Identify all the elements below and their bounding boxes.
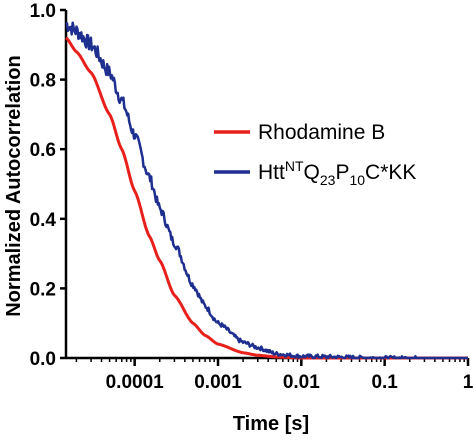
x-tick-label: 1 (463, 372, 474, 393)
y-tick-label: 0.2 (30, 279, 56, 300)
y-tick-label: 0.4 (30, 210, 57, 231)
legend-label: Rhodamine B (258, 121, 385, 144)
x-tick-label: 0.0001 (106, 372, 165, 393)
x-tick-label: 0.01 (283, 372, 320, 393)
y-tick-label: 0.8 (30, 71, 56, 92)
series-line-htt (65, 21, 469, 360)
legend-label: HttNTQ23P10C*KK (258, 158, 416, 188)
x-axis-title: Time [s] (233, 413, 309, 435)
legend: Rhodamine B HttNTQ23P10C*KK (214, 121, 416, 188)
y-axis-title: Normalized Autocorrelation (3, 55, 25, 317)
y-tick-label: 1.0 (30, 1, 56, 22)
y-tick-label: 0.0 (30, 349, 56, 370)
x-tick-label: 0.1 (371, 372, 398, 393)
series-layer (65, 21, 469, 360)
y-tick-label: 0.6 (30, 140, 56, 161)
x-tick-label: 0.001 (194, 372, 242, 393)
series-line-rhodamine-b (65, 36, 469, 360)
axes: 0.0 0.2 0.4 0.6 0.8 1.0 0.0001 0.001 0.01 0.1 1 (30, 1, 474, 393)
